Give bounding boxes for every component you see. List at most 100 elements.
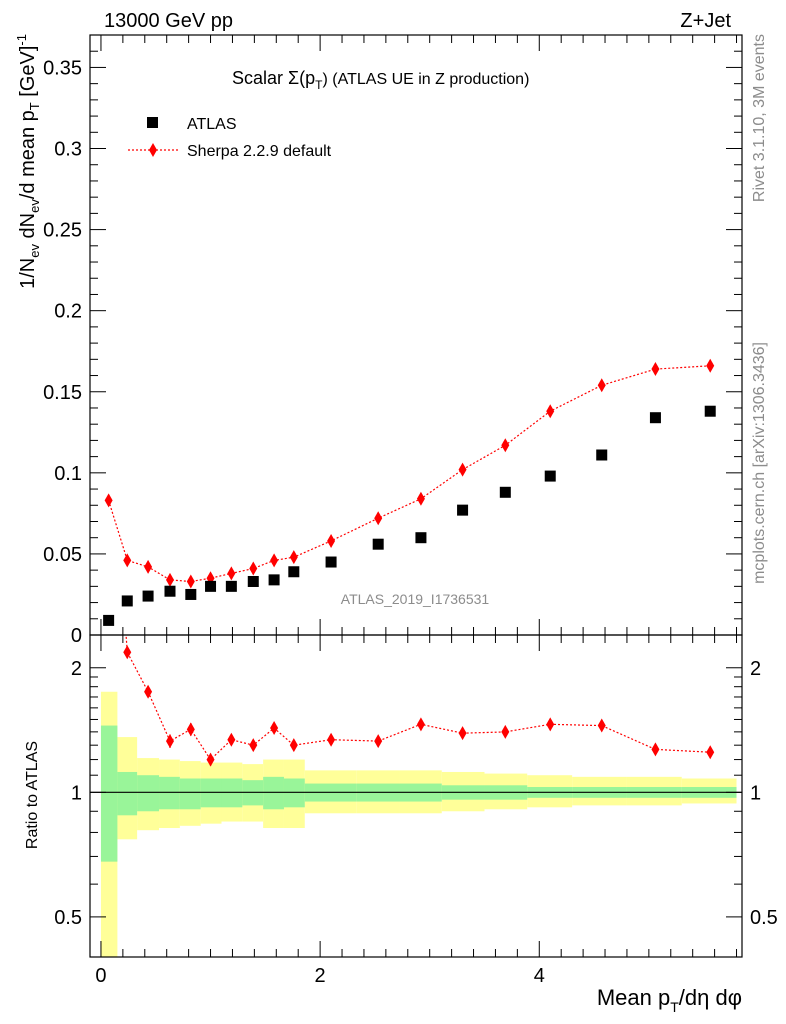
legend-marker-sherpa (149, 143, 157, 157)
atlas-point (225, 580, 237, 592)
sherpa-point (501, 438, 510, 453)
ratio-line (125, 635, 711, 761)
chart-title: Scalar Σ(pT) (ATLAS UE in Z production) (232, 68, 529, 92)
ratio-point (458, 726, 467, 741)
sherpa-point (227, 566, 236, 581)
stat-uncertainty-band (117, 771, 138, 816)
atlas-point (121, 595, 133, 607)
atlas-point (268, 574, 280, 586)
ratio-point (651, 742, 660, 757)
mcplots-label: mcplots.cern.ch [arXiv:1306.3436] (751, 342, 768, 584)
ratio-point (227, 732, 236, 747)
y-axis-label: 1/Nev dNev/d mean pT [GeV]-1 (14, 34, 42, 289)
sherpa-point (123, 553, 132, 568)
atlas-point (288, 566, 300, 578)
ratio-point (289, 738, 298, 753)
y-tick-label: 0 (71, 625, 82, 647)
ratio-y-tick-label-right: 2 (750, 658, 761, 680)
ratio-point (327, 732, 336, 747)
ratio-point (105, 387, 113, 401)
sherpa-point (458, 462, 467, 477)
atlas-point (415, 532, 427, 544)
legend-marker-atlas (147, 117, 158, 128)
stat-uncertainty-band (179, 778, 201, 810)
atlas-point (499, 486, 511, 498)
x-axis-label: Mean pT/dη dφ (597, 985, 742, 1015)
ratio-point (186, 722, 195, 737)
y-tick-label: 0.1 (54, 463, 82, 485)
ratio-point (165, 734, 174, 749)
ratio-point (706, 745, 715, 760)
sherpa-point (186, 574, 195, 589)
ratio-y-tick-label: 2 (71, 658, 82, 680)
stat-uncertainty-band (263, 776, 284, 810)
main-panel: ATLAS_2019_I1736531 Scalar Σ(pT) (ATLAS … (14, 34, 743, 647)
sherpa-point (165, 572, 174, 587)
ratio-y-axis-label: Ratio to ATLAS (24, 741, 41, 849)
ratio-y-tick-label-right: 1 (750, 782, 761, 804)
ratio-point (546, 717, 555, 732)
sherpa-point (706, 358, 715, 373)
watermark-label: ATLAS_2019_I1736531 (341, 591, 490, 607)
stat-uncertainty-band (159, 776, 180, 810)
y-tick-label: 0.15 (43, 382, 82, 404)
process-label: Z+Jet (680, 10, 731, 32)
ratio-point (144, 684, 153, 699)
atlas-point (372, 538, 384, 550)
atlas-point (457, 504, 469, 516)
atlas-point (704, 405, 716, 417)
atlas-point (185, 588, 197, 600)
atlas-point (544, 470, 556, 482)
x-tick-label: 2 (315, 965, 326, 987)
atlas-point (142, 590, 154, 602)
sherpa-point (597, 378, 606, 393)
ratio-bands (100, 691, 737, 957)
legend-label-atlas: ATLAS (187, 116, 237, 133)
sherpa-point (546, 404, 555, 419)
y-tick-label: 0.05 (43, 544, 82, 566)
x-tick-label: 4 (534, 965, 545, 987)
ratio-y-tick-label-right: 0.5 (750, 907, 778, 929)
ratio-point (597, 718, 606, 733)
atlas-point (649, 412, 661, 424)
sherpa-point (289, 550, 298, 565)
y-tick-label: 0.3 (54, 139, 82, 161)
sherpa-line (108, 365, 711, 583)
sherpa-point (249, 561, 258, 576)
ratio-point (206, 752, 215, 767)
ratio-point (270, 721, 279, 736)
energy-label: 13000 GeV pp (104, 10, 233, 32)
atlas-point (205, 580, 217, 592)
atlas-point (596, 449, 608, 461)
sherpa-point (144, 559, 153, 574)
ratio-point (249, 738, 258, 753)
atlas-point (164, 585, 176, 597)
ratio-y-tick-label: 1 (71, 782, 82, 804)
legend: ATLAS Sherpa 2.2.9 default (128, 116, 332, 160)
sherpa-point (416, 491, 425, 506)
atlas-point (325, 556, 337, 568)
sherpa-point (327, 533, 336, 548)
ratio-point (374, 734, 383, 749)
ratio-frame (89, 634, 743, 958)
atlas-point (103, 614, 115, 626)
ratio-panel: Ratio to ATLAS Mean pT/dη dφ 0 2 4 0.5 0.5 1 1… (24, 387, 778, 1015)
legend-label-sherpa: Sherpa 2.2.9 default (187, 143, 332, 160)
rivet-label: Rivet 3.1.10, 3M events (751, 34, 768, 202)
x-tick-label: 0 (95, 965, 106, 987)
ratio-point (123, 645, 132, 660)
stat-uncertainty-band (100, 725, 118, 862)
sherpa-point (651, 362, 660, 377)
sherpa-point (104, 493, 113, 508)
stat-uncertainty-band (137, 775, 160, 812)
sherpa-point (270, 553, 279, 568)
y-tick-label: 0.35 (43, 57, 82, 79)
ratio-point (501, 724, 510, 739)
ratio-series-sherpa (105, 387, 715, 767)
y-tick-label: 0.2 (54, 301, 82, 323)
ratio-point (416, 717, 425, 732)
ratio-y-tick-label: 0.5 (54, 907, 82, 929)
y-tick-label: 0.25 (43, 220, 82, 242)
atlas-point (247, 575, 259, 587)
